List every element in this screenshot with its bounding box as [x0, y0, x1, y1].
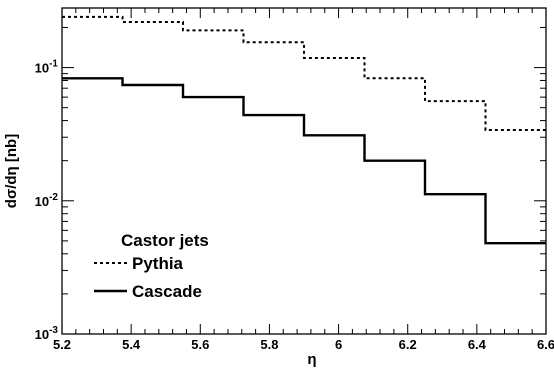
- plot-frame: [61, 7, 547, 335]
- tick-labels: 5.2 5.4 5.6 5.8 6 6.2 6.4 6.6 10-3 10-2 10-1: [35, 59, 554, 352]
- ticks-layer: [61, 8, 547, 335]
- legend: Castor jets Pythia Cascade: [94, 231, 209, 301]
- y-tick-label: 10-3: [35, 325, 59, 342]
- series-cascade: [62, 77, 546, 245]
- y-tick-label: 10-1: [35, 59, 59, 76]
- series-layer: [62, 15, 546, 245]
- x-tick-label: 6.6: [537, 337, 554, 352]
- x-tick-label: 6: [335, 337, 342, 352]
- x-tick-label: 6.4: [468, 337, 487, 352]
- x-tick-label: 5.2: [53, 337, 71, 352]
- y-tick-label: 10-2: [35, 192, 59, 209]
- legend-label-cascade: Cascade: [132, 282, 202, 301]
- legend-label-pythia: Pythia: [132, 254, 184, 273]
- x-tick-label: 6.2: [399, 337, 417, 352]
- x-axis-label: η: [307, 351, 316, 368]
- legend-title: Castor jets: [121, 231, 209, 250]
- series-pythia: [62, 15, 546, 131]
- x-tick-label: 5.4: [122, 337, 141, 352]
- x-tick-label: 5.6: [191, 337, 209, 352]
- y-axis-label: dσ/dη [nb]: [3, 134, 20, 208]
- x-tick-label: 5.8: [260, 337, 278, 352]
